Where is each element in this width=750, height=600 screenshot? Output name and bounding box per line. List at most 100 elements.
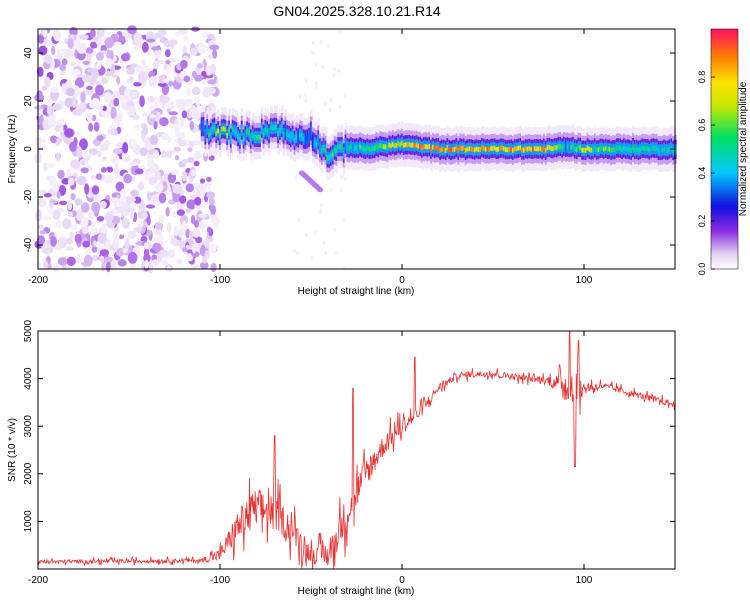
noise-blob — [121, 151, 128, 162]
noise-blob — [66, 237, 73, 245]
noise-blob — [305, 233, 308, 237]
noise-blob — [294, 175, 298, 180]
noise-blob — [134, 168, 144, 175]
ridge-peak — [575, 147, 579, 152]
noise-blob — [324, 101, 328, 106]
noise-blob — [184, 99, 194, 107]
noise-blob — [174, 155, 180, 161]
noise-blob — [175, 131, 181, 138]
ridge-peak — [601, 145, 604, 151]
ridge-peak — [373, 146, 377, 151]
noise-blob — [49, 199, 58, 204]
ridge-peak — [506, 147, 510, 153]
noise-blob — [104, 70, 111, 77]
y-tick-label: 40 — [23, 47, 34, 59]
ridge-peak — [401, 140, 404, 146]
ridge-peak — [328, 155, 331, 161]
noise-blob — [133, 43, 140, 51]
noise-blob — [96, 244, 104, 250]
ridge-peak — [535, 146, 539, 152]
ridge-peak — [639, 147, 642, 152]
ridge-peak — [492, 145, 495, 151]
noise-blob — [133, 226, 143, 233]
ridge-peak — [615, 145, 619, 151]
noise-blob — [163, 173, 169, 183]
snr-panel: -200 -100 0 100 1000 2000 3000 4000 5000 Height … — [7, 319, 676, 597]
noise-blob — [186, 208, 191, 214]
noise-blob — [334, 251, 338, 256]
ridge-peak — [399, 142, 402, 148]
noise-blob — [187, 147, 193, 152]
noise-blob — [64, 38, 69, 45]
noise-blob — [158, 232, 164, 243]
noise-blob — [92, 98, 100, 108]
ridge-peak — [517, 145, 521, 151]
noise-blob — [56, 118, 67, 126]
ridge-peak — [466, 146, 470, 152]
ridge-peak — [231, 127, 235, 132]
noise-blob — [103, 92, 112, 103]
noise-blob — [170, 169, 179, 175]
noise-blob — [194, 96, 200, 103]
noise-blob — [118, 35, 126, 42]
noise-blob — [97, 150, 102, 158]
noise-blob — [74, 233, 83, 244]
spectrogram-y-axis-label: Frequency (Hz) — [7, 115, 18, 184]
ridge-peak — [581, 147, 584, 153]
noise-blob — [185, 228, 190, 239]
ridge-peak — [659, 148, 662, 153]
noise-blob — [189, 47, 198, 56]
noise-blob — [50, 87, 59, 94]
noise-blob — [130, 139, 138, 148]
ridge-peak — [284, 128, 288, 133]
noise-blob — [104, 241, 111, 250]
noise-blob — [165, 150, 173, 159]
noise-blob — [120, 45, 125, 51]
noise-blob — [93, 122, 100, 132]
ridge-peak — [311, 139, 315, 144]
noise-blob — [194, 196, 202, 206]
noise-blob — [186, 157, 195, 163]
ridge-peak — [295, 134, 298, 140]
ridge-peak — [317, 137, 320, 143]
noise-blob — [152, 242, 162, 252]
noise-blob — [104, 140, 111, 146]
ridge-peak — [437, 145, 440, 151]
ridge-peak — [586, 145, 590, 151]
noise-blob — [92, 240, 97, 248]
noise-blob — [91, 114, 97, 122]
noise-blob — [81, 224, 89, 235]
ridge-peak — [208, 132, 211, 138]
ridge-peak — [634, 147, 637, 153]
noise-blob — [176, 258, 183, 265]
noise-blob — [311, 50, 315, 55]
noise-blob — [121, 65, 126, 72]
noise-blob — [44, 76, 51, 88]
noise-blob — [190, 214, 196, 225]
ridge-peak — [364, 147, 368, 152]
noise-blob — [88, 148, 98, 156]
noise-blob — [166, 222, 172, 233]
noise-blob — [64, 128, 74, 138]
noise-blob — [151, 46, 161, 51]
noise-blob — [133, 114, 140, 121]
noise-blob — [172, 191, 181, 203]
noise-blob — [76, 175, 87, 186]
ridge-peak — [229, 135, 233, 141]
ridge-peak — [584, 147, 588, 153]
noise-blob — [315, 81, 319, 86]
ridge-peak — [413, 143, 417, 149]
ridge-peak — [242, 136, 246, 142]
noise-blob — [172, 183, 183, 194]
ridge-peak — [561, 145, 564, 151]
noise-blob — [134, 124, 140, 131]
noise-blob — [37, 224, 44, 230]
noise-blob — [161, 259, 169, 266]
noise-blob — [206, 226, 212, 233]
ridge-peak — [430, 146, 433, 152]
noise-blob — [76, 253, 81, 265]
noise-blob — [101, 156, 107, 161]
noise-blob — [65, 246, 75, 251]
noise-blob — [201, 70, 207, 77]
ridge-peak — [248, 130, 251, 135]
